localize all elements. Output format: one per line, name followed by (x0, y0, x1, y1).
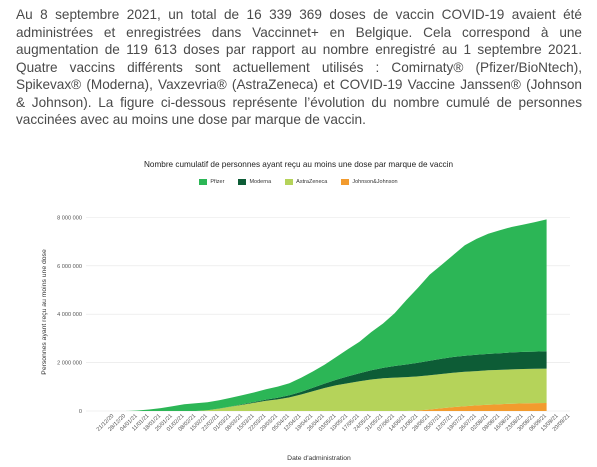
area-johnson-johnson (114, 403, 547, 411)
area-moderna (114, 351, 547, 411)
legend-swatch-johnson (341, 179, 350, 185)
intro-paragraph: Au 8 septembre 2021, un total de 16 339 … (16, 7, 582, 127)
legend-label-moderna: Moderna (249, 179, 272, 185)
chart-legend: Pfizer Moderna AstraZeneca Johnson&Johns… (0, 179, 597, 185)
legend-label-pfizer: Pfizer (210, 179, 225, 185)
y-tick-label: 2 000 000 (57, 361, 82, 367)
y-tick-label: 4 000 000 (57, 312, 82, 318)
area-pfizer (114, 219, 547, 411)
chart-title: Nombre cumulatif de personnes ayant reçu… (143, 160, 454, 169)
legend-item-johnson: Johnson&Johnson (341, 179, 398, 185)
legend-label-astrazeneca: AstraZeneca (296, 179, 328, 185)
legend-swatch-astrazeneca (285, 179, 294, 185)
y-tick-label: 6 000 000 (57, 264, 82, 270)
legend-label-johnson: Johnson&Johnson (352, 179, 398, 185)
y-axis-label: Personnes ayant reçu au moins une dose (41, 249, 48, 375)
legend-swatch-pfizer (199, 179, 208, 185)
y-tick-label: 0 (79, 409, 82, 415)
legend-item-astrazeneca: AstraZeneca (285, 179, 327, 185)
legend-swatch-moderna (238, 179, 247, 185)
x-axis-label: Date d'administration (287, 455, 351, 462)
y-tick-label: 8 000 000 (57, 215, 82, 221)
legend-item-moderna: Moderna (238, 179, 271, 185)
legend-item-pfizer: Pfizer (199, 179, 224, 185)
area-astrazeneca (114, 368, 547, 411)
